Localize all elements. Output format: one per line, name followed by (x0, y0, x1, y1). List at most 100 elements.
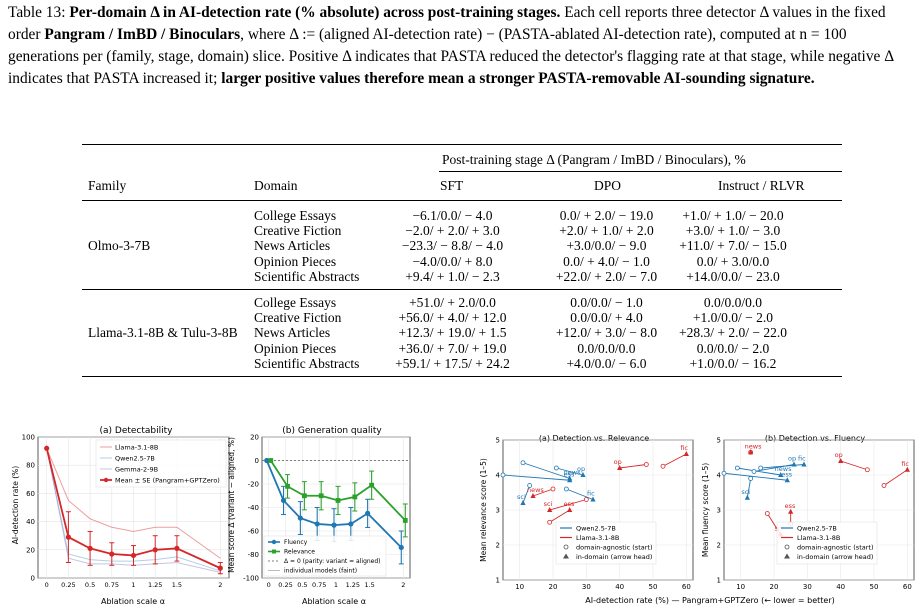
legend-label: domain-agnostic (start) (797, 543, 874, 551)
arrow-line (503, 475, 570, 480)
y-tick-label: 4 (717, 472, 722, 480)
legend-label: Qwen2.5-7B (797, 524, 837, 532)
y-tick-label: 2 (496, 542, 500, 550)
domain-label: op (788, 455, 796, 463)
arrow-line (884, 470, 907, 486)
y-tick-label: 5 (496, 437, 500, 445)
data-point (336, 498, 341, 503)
y-axis-label: Mean score Δ (variant − aligned, %) (227, 437, 236, 573)
table-cell-value: +12.3/ + 19.0/ + 1.5 (370, 325, 535, 341)
legend-label: in-domain (arrow head) (576, 553, 652, 561)
legend-label: Llama-3.1-8B (576, 534, 619, 542)
data-point (369, 483, 374, 488)
data-point (218, 566, 223, 571)
data-point (44, 446, 49, 451)
table-cell-value: +28.3/ + 2.0/ − 22.0 (648, 325, 818, 341)
x-tick-label: 0.5 (85, 581, 95, 589)
legend-marker (785, 545, 789, 549)
x-tick-label: 0.25 (278, 581, 292, 589)
legend: Llama-3.1-8B Qwen2.5-7B Gemma-2-9B Mean ± S… (96, 440, 226, 487)
table-cell-value: +14.0/0.0/ − 23.0 (648, 269, 818, 285)
start-marker (551, 487, 555, 491)
table-cell-value: −2.0/ + 2.0/ + 3.0 (370, 223, 535, 239)
x-tick-label: 50 (649, 583, 658, 591)
legend: Qwen2.5-7B Llama-3.1-8Bdomain-agnostic (s… (556, 522, 656, 564)
table-cell-value: +1.0/0.0/ − 2.0 (648, 310, 818, 326)
legend-label: individual models (faint) (284, 568, 357, 575)
y-tick-label: -60 (248, 528, 259, 536)
x-tick-label: 20 (770, 583, 779, 591)
data-point (174, 546, 179, 551)
x-tick-label: 2 (218, 581, 222, 589)
x-tick-label: 0.75 (312, 581, 326, 589)
domain-label: fic (680, 444, 688, 452)
domain-label: op (614, 458, 622, 466)
y-tick-label: -100 (243, 575, 259, 583)
y-tick-label: 3 (496, 507, 500, 515)
y-tick-label: 3 (717, 507, 721, 515)
arrow-line (550, 510, 570, 522)
domain-label: sci (544, 500, 553, 508)
caption-emphasis: larger positive values therefore mean a … (221, 70, 814, 87)
chart-title: (a) Detectability (100, 426, 174, 436)
legend: Fluency Relevance Δ = 0 (parity: variant =… (264, 536, 386, 576)
y-tick-label: 1 (496, 577, 500, 585)
table-cell-value: +36.0/ + 7.0/ + 19.0 (370, 341, 535, 357)
table-cell-domain: College Essays (254, 208, 336, 224)
table-caption: Table 13: Per-domain Δ in AI-detection r… (8, 2, 916, 90)
table-cell-domain: News Articles (254, 325, 330, 341)
table-cell-family: Llama-3.1-8B & Tulu-3-8B (88, 325, 238, 341)
table-cell-value: +11.0/ + 7.0/ − 15.0 (648, 238, 818, 254)
table-cell-value: +59.1/ + 17.5/ + 24.2 (370, 356, 535, 372)
x-tick-label: 30 (803, 583, 812, 591)
y-tick-label: 0 (255, 457, 259, 465)
caption-title: Per-domain Δ in AI-detection rate (% abs… (69, 4, 560, 21)
start-marker (722, 471, 726, 475)
domain-label: ess (781, 470, 792, 478)
table-cell-value: 0.0/ + 3.0/0.0 (648, 254, 818, 270)
x-tick-label: 50 (870, 583, 879, 591)
table-bottom-rule (82, 376, 842, 377)
table-cell-value: +51.0/ + 2.0/0.0 (370, 295, 535, 311)
legend-label: Qwen2.5-7B (115, 455, 155, 463)
start-marker (554, 466, 558, 470)
legend-label: Δ = 0 (parity: variant = aligned) (284, 558, 381, 565)
data-point (285, 484, 290, 489)
x-tick-label: 60 (682, 583, 691, 591)
data-point (315, 521, 320, 526)
data-point (66, 535, 71, 540)
x-tick-label: 40 (615, 583, 624, 591)
arrow-line (523, 463, 570, 479)
x-tick-label: 0.5 (297, 581, 307, 589)
y-axis-label: Mean relevance score (1–5) (479, 458, 488, 562)
legend-marker (564, 545, 568, 549)
domain-label: news (745, 442, 762, 450)
col-header-instruct: Instruct / RLVR (718, 178, 805, 194)
table-cell-value: −4.0/0.0/ + 8.0 (370, 254, 535, 270)
caption-order: Pangram / ImBD / Binoculars (44, 26, 240, 43)
x-tick-label: 1.25 (148, 581, 162, 589)
domain-label: op (577, 465, 585, 473)
data-point (153, 547, 158, 552)
legend-label: Fluency (284, 539, 308, 546)
data-point (348, 521, 353, 526)
legend-label: Llama-3.1-8B (115, 444, 158, 452)
domain-label: ess (564, 470, 575, 478)
y-axis-label: AI-detection rate (%) (11, 466, 20, 545)
start-marker (735, 466, 739, 470)
legend-label: Llama-3.1-8B (797, 534, 840, 542)
table-cell-value: +56.0/ + 4.0/ + 12.0 (370, 310, 535, 326)
data-point (399, 545, 404, 550)
x-tick-label: 0 (45, 581, 49, 589)
start-marker (584, 498, 588, 502)
start-marker (564, 487, 568, 491)
table-cell-value: 0.0/0.0/ − 2.0 (648, 341, 818, 357)
table-cell-domain: Scientific Abstracts (254, 269, 359, 285)
chart-detection-vs-fluency: (b) Detection vs. Fluency Mean fluency s… (701, 434, 914, 591)
table-cell-value: 0.0/0.0/0.0 (648, 295, 818, 311)
domain-label: op (835, 451, 843, 459)
col-header-sft: SFT (440, 178, 463, 194)
x-tick-label: 10 (736, 583, 745, 591)
x-tick-label: 60 (903, 583, 912, 591)
